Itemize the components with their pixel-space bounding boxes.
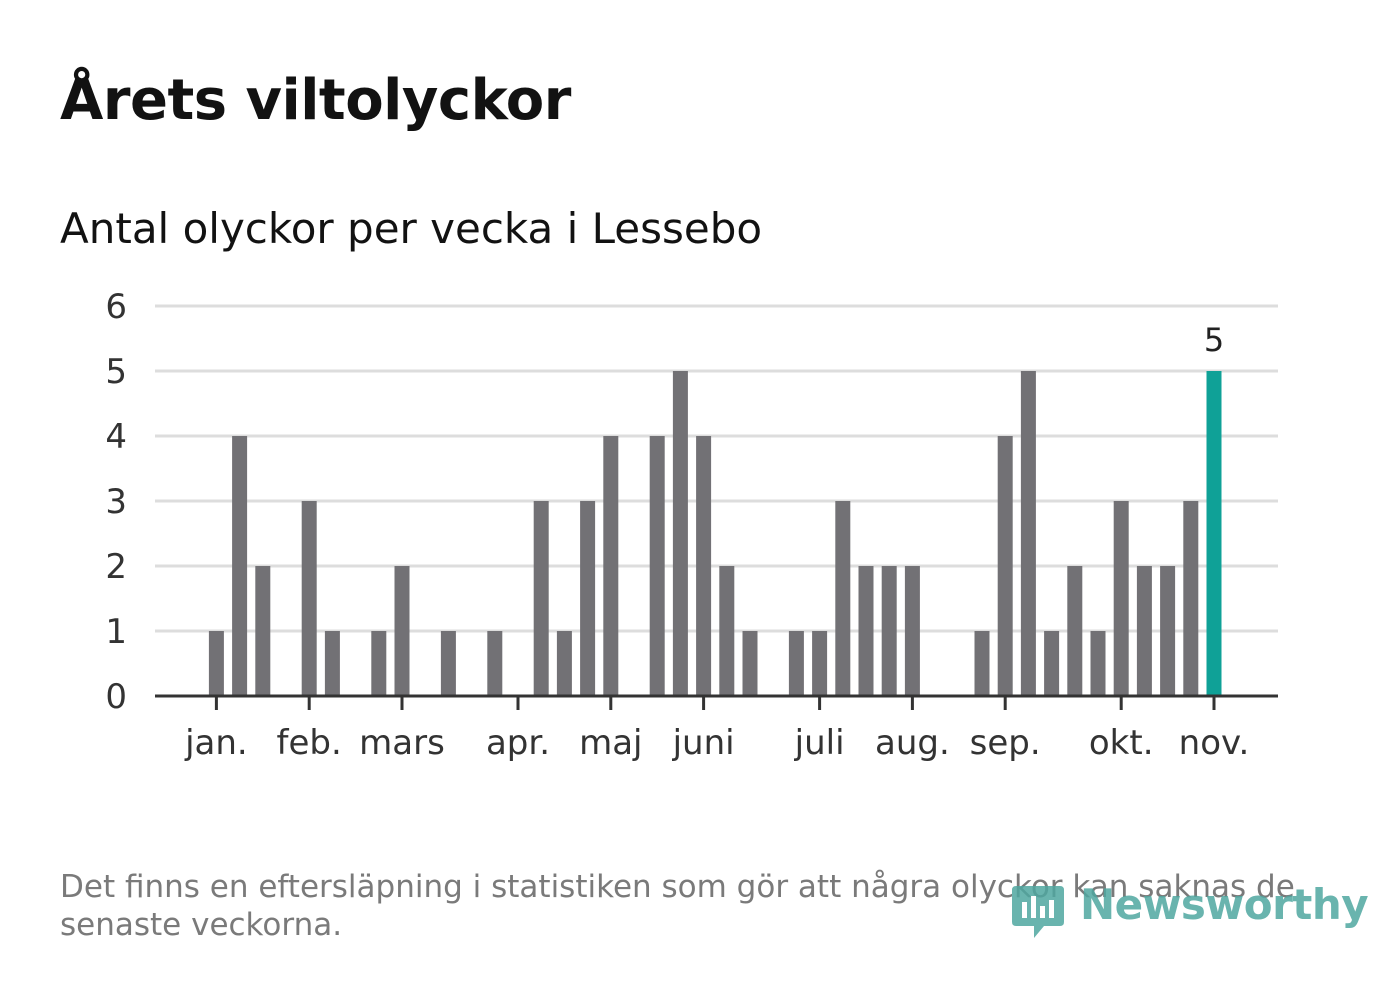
x-tick-label: juni [672, 723, 735, 763]
bar [835, 501, 851, 696]
chart-subtitle: Antal olyckor per vecka i Lessebo [60, 204, 763, 253]
x-tick-label: sep. [970, 723, 1041, 763]
bar [301, 501, 317, 696]
bar [719, 566, 735, 696]
x-tick-label: mars [359, 723, 445, 763]
bar [440, 631, 456, 696]
x-tick-label: nov. [1179, 723, 1250, 763]
x-tick-label: jan. [184, 723, 248, 763]
bar [812, 631, 828, 696]
bar [1044, 631, 1060, 696]
bar [232, 436, 248, 696]
bar [208, 631, 224, 696]
x-tick-label: maj [579, 723, 642, 763]
bar [881, 566, 897, 696]
x-tick-label: aug. [875, 723, 950, 763]
y-tick-label: 4 [105, 417, 127, 457]
newsworthy-logo-icon [1012, 886, 1064, 938]
x-tick-label: apr. [486, 723, 550, 763]
bar [371, 631, 387, 696]
data-label: 5 [1204, 321, 1224, 359]
bar [904, 566, 920, 696]
bar [1136, 566, 1152, 696]
bar [394, 566, 410, 696]
bar [672, 371, 688, 696]
bar [556, 631, 572, 696]
bar [324, 631, 340, 696]
x-tick-label: feb. [277, 723, 342, 763]
x-tick-label: okt. [1089, 723, 1154, 763]
bar [1183, 501, 1199, 696]
y-tick-label: 5 [105, 352, 127, 392]
bar [788, 631, 804, 696]
bar [580, 501, 596, 696]
bar [742, 631, 758, 696]
y-tick-label: 1 [105, 612, 127, 652]
bar [603, 436, 619, 696]
bar [974, 631, 990, 696]
y-tick-label: 2 [105, 547, 127, 587]
newsworthy-logo: Newsworthy [1010, 880, 1369, 942]
bar [533, 501, 549, 696]
bar [1160, 566, 1176, 696]
footnote: Det finns en eftersläpning i statistiken… [60, 869, 1295, 943]
bar [696, 436, 712, 696]
y-tick-label: 3 [105, 482, 127, 522]
bar [1020, 371, 1036, 696]
x-tick-label: juli [794, 723, 845, 763]
bar [997, 436, 1013, 696]
bar [487, 631, 503, 696]
bar [255, 566, 271, 696]
y-tick-label: 6 [105, 287, 127, 327]
bar [1113, 501, 1129, 696]
bar [858, 566, 874, 696]
bar [1090, 631, 1106, 696]
y-tick-label: 0 [105, 677, 127, 717]
bar [1067, 566, 1083, 696]
chart-title: Årets viltolyckor [60, 68, 571, 133]
bar-highlight [1206, 371, 1222, 696]
newsworthy-logo-text: Newsworthy [1080, 880, 1369, 929]
bar [649, 436, 665, 696]
